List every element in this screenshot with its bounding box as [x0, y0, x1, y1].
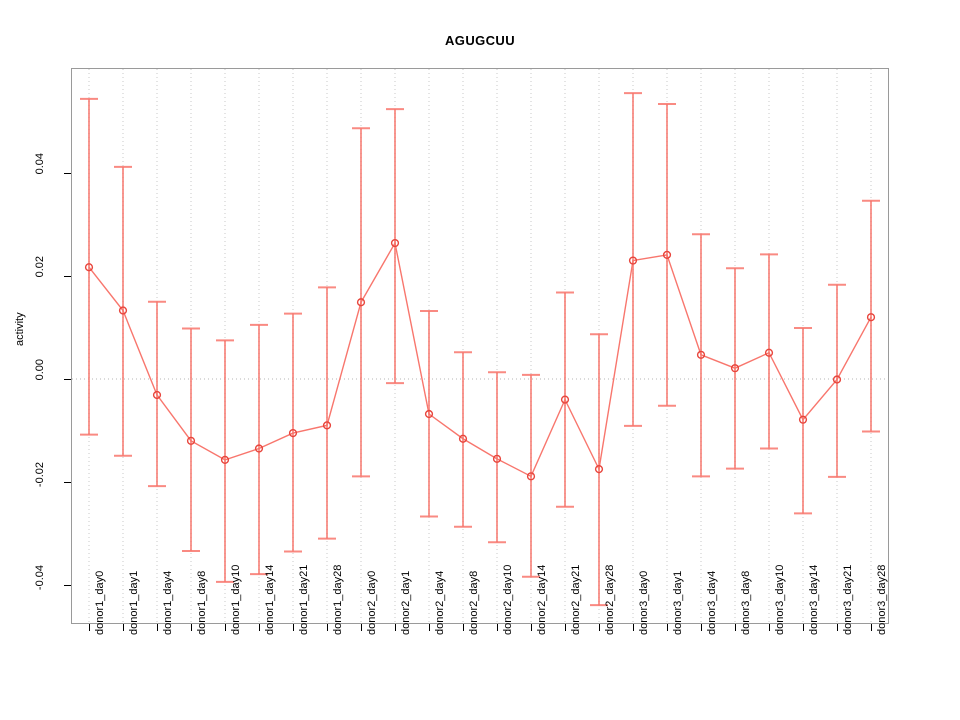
y-tick-mark [64, 276, 71, 277]
x-tick-mark [871, 624, 872, 631]
x-tick-mark [531, 624, 532, 631]
x-tick-label-donor1_day8: donor1_day8 [196, 570, 208, 635]
x-tick-mark [463, 624, 464, 631]
y-tick-mark [64, 585, 71, 586]
chart-title: AGUGCUU [445, 33, 515, 48]
y-tick-label: 0.02 [34, 256, 46, 278]
x-tick-label-donor1_day10: donor1_day10 [230, 564, 242, 635]
x-tick-label-donor3_day1: donor3_day1 [672, 570, 684, 635]
x-tick-mark [157, 624, 158, 631]
x-tick-mark [633, 624, 634, 631]
x-tick-mark [599, 624, 600, 631]
x-tick-mark [565, 624, 566, 631]
x-tick-mark [361, 624, 362, 631]
x-tick-label-donor3_day4: donor3_day4 [706, 570, 718, 635]
x-tick-label-donor1_day21: donor1_day21 [298, 564, 310, 635]
y-tick-label: -0.04 [34, 565, 46, 591]
x-tick-label-donor2_day1: donor2_day1 [400, 570, 412, 635]
x-tick-mark [837, 624, 838, 631]
x-tick-label-donor2_day10: donor2_day10 [502, 564, 514, 635]
y-tick-mark [64, 482, 71, 483]
y-tick-mark [64, 173, 71, 174]
x-tick-mark [123, 624, 124, 631]
y-axis-label: activity [14, 312, 26, 346]
y-tick-label: 0.04 [34, 153, 46, 175]
y-tick-mark [64, 379, 71, 380]
x-tick-label-donor3_day8: donor3_day8 [740, 570, 752, 635]
x-tick-label-donor3_day14: donor3_day14 [808, 564, 820, 635]
x-tick-label-donor1_day28: donor1_day28 [332, 564, 344, 635]
x-tick-mark [259, 624, 260, 631]
x-tick-mark [225, 624, 226, 631]
x-tick-mark [327, 624, 328, 631]
x-tick-mark [803, 624, 804, 631]
plot-area [71, 68, 889, 624]
x-tick-label-donor1_day4: donor1_day4 [162, 570, 174, 635]
x-tick-label-donor2_day28: donor2_day28 [604, 564, 616, 635]
x-tick-mark [497, 624, 498, 631]
x-tick-label-donor2_day21: donor2_day21 [570, 564, 582, 635]
x-tick-label-donor1_day0: donor1_day0 [94, 570, 106, 635]
x-tick-mark [395, 624, 396, 631]
x-tick-label-donor2_day14: donor2_day14 [536, 564, 548, 635]
y-tick-label: 0.00 [34, 359, 46, 381]
x-tick-mark [667, 624, 668, 631]
x-tick-label-donor3_day21: donor3_day21 [842, 564, 854, 635]
x-tick-label-donor3_day28: donor3_day28 [876, 564, 888, 635]
x-tick-mark [293, 624, 294, 631]
x-tick-label-donor3_day10: donor3_day10 [774, 564, 786, 635]
x-tick-mark [735, 624, 736, 631]
y-tick-label: -0.02 [34, 462, 46, 488]
x-tick-mark [191, 624, 192, 631]
x-tick-mark [701, 624, 702, 631]
x-tick-mark [769, 624, 770, 631]
x-tick-label-donor3_day0: donor3_day0 [638, 570, 650, 635]
x-tick-mark [89, 624, 90, 631]
x-tick-label-donor2_day4: donor2_day4 [434, 570, 446, 635]
x-tick-label-donor2_day8: donor2_day8 [468, 570, 480, 635]
x-tick-mark [429, 624, 430, 631]
x-tick-label-donor1_day1: donor1_day1 [128, 570, 140, 635]
x-tick-label-donor1_day14: donor1_day14 [264, 564, 276, 635]
plot-svg [72, 69, 888, 623]
x-tick-label-donor2_day0: donor2_day0 [366, 570, 378, 635]
